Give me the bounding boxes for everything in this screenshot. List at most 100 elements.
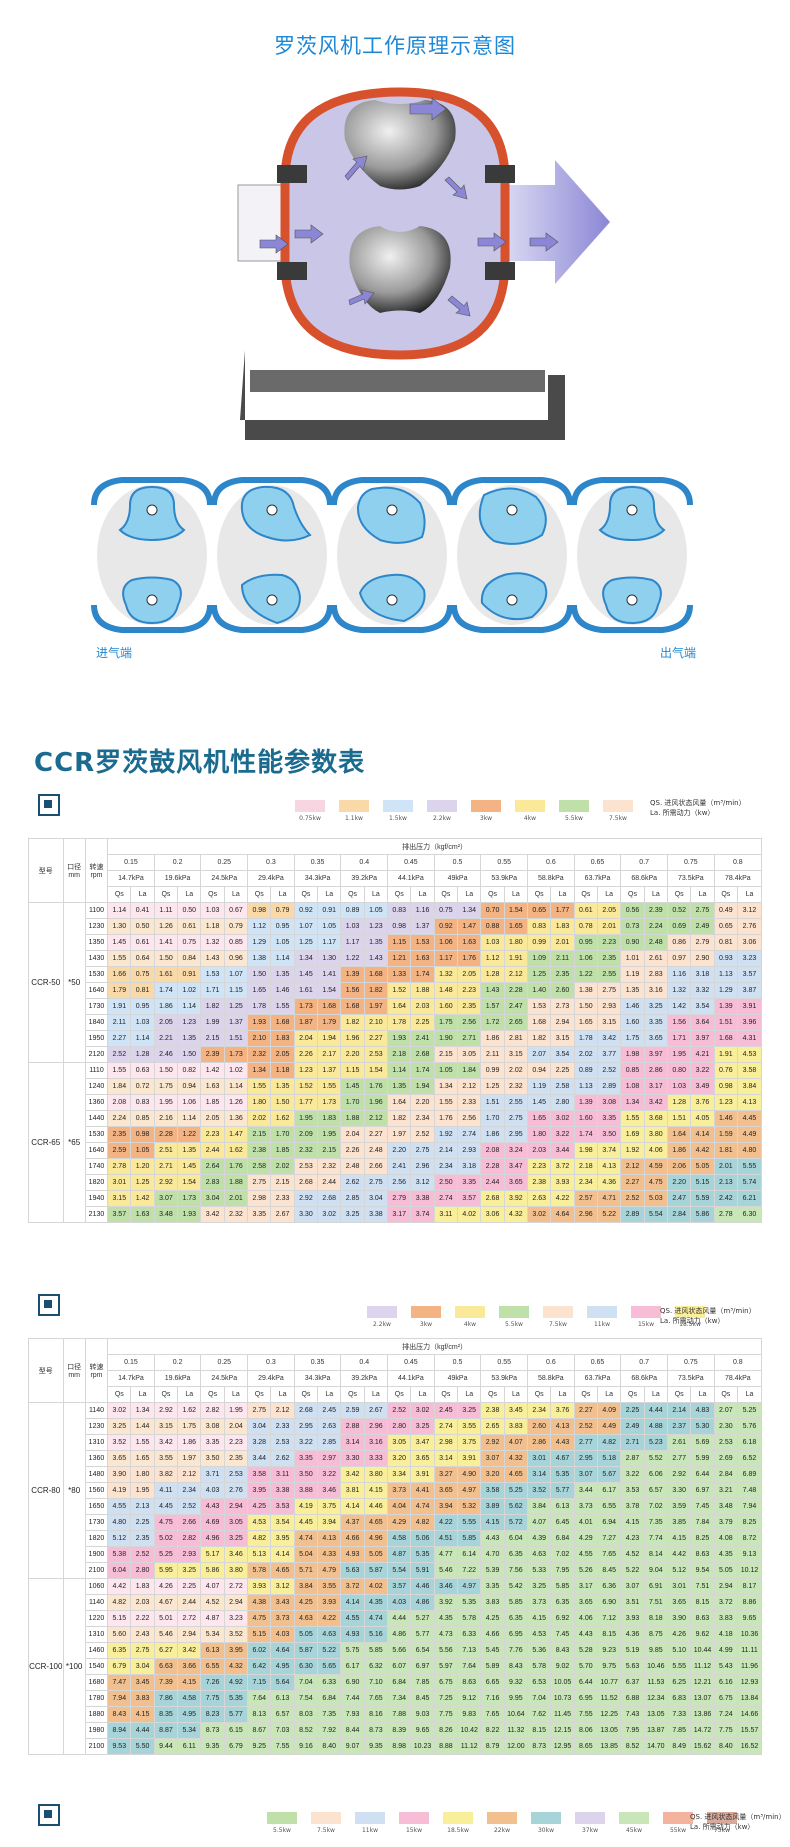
table-cell: 9.23 [597,1642,622,1659]
legend-label: 15kw [405,1827,423,1834]
table-cell: 2.24 [643,918,669,935]
legend-a-note-qs: QS. 进风状态风量（m³/min） [650,799,746,807]
table-cell: 3.20 [387,1450,412,1467]
table-cell: 3.74 [410,1206,435,1223]
table-cell: 4.15 [527,1610,552,1627]
table-cell: 3.50 [597,1126,622,1143]
legend-swatch [587,1306,617,1318]
table-cell: 0.90 [620,934,645,951]
table-cell: 4.58 [177,1690,202,1707]
legend-label: 4kw [463,1321,477,1328]
legend-item: 4kw [448,1306,492,1328]
table-cell: 4.38 [247,1594,272,1611]
table-cell: 1.50 [573,998,599,1015]
table-cell: 2.52 [410,1126,435,1143]
table-cell: 4.75 [153,1514,179,1531]
table-cell: 13.85 [597,1738,622,1755]
table-cell: 1.25 [130,1174,155,1191]
table-cell: 6.55 [200,1658,225,1675]
table-cell: 1.87 [293,1014,319,1031]
table-cell: 2.20 [666,1174,692,1191]
table-cell: 2.15 [433,1046,459,1063]
table-cell: 2.58 [550,1078,575,1095]
table-cell: 7.55 [270,1738,295,1755]
table-cell: 3.95 [270,1530,295,1547]
legend-swatch [707,1812,737,1824]
legend-item: 37kw [568,1812,612,1834]
table-cell: 9.12 [457,1690,482,1707]
legend-swatch [383,800,413,812]
table-cell: 2.14 [666,1402,692,1419]
table-cell: 2.30 [713,1418,738,1435]
table-cell: 4.32 [223,1658,249,1675]
table-cell: 10.12 [736,1562,763,1579]
table-cell: 2.12 [363,1110,389,1127]
table-cell: 3.02 [527,1206,552,1223]
table-cell: 4.04 [387,1498,412,1515]
table-cell: 9.53 [107,1738,132,1755]
table-cell: 3.15 [503,1046,529,1063]
table-cell: 5.30 [690,1418,715,1435]
table-cell: 6.35 [503,1546,529,1563]
table-cell: 1.77 [293,1094,319,1111]
table-cell: 2.87 [620,1450,645,1467]
legend-swatch [515,800,545,812]
table-cell: 1.54 [363,1062,389,1079]
header-la: La [550,1386,575,1403]
table-cell: 4.79 [317,1562,342,1579]
legend-a-note: QS. 进风状态风量（m³/min） La. 所需动力（kw） [650,798,746,818]
legend-item: 3kw [404,1306,448,1328]
table-cell: 2.07 [713,1402,738,1419]
table-cell: 4.63 [317,1626,342,1643]
pressure-value: 0.45 [387,1354,435,1371]
table-cell: 3.55 [457,1418,482,1435]
table-cell: 3.83 [480,1594,505,1611]
table-cell: 5.27 [410,1610,435,1627]
table-cell: 3.18 [457,1158,482,1175]
table-cell: 5.76 [736,1418,763,1435]
table-cell: 2.96 [410,1158,435,1175]
table-cell: 3.91 [736,998,763,1015]
table-cell: 3.05 [457,1046,482,1063]
table-cell: 0.85 [223,934,249,951]
table-cell: 1.94 [410,1078,435,1095]
rpm-value: 1060 [84,1578,109,1595]
table-cell: 3.71 [200,1466,225,1483]
table-row: 1820 5.12 2.35 5.02 2.82 4.96 3.25 4.82 3.95 4.74… [29,1530,763,1547]
table-cell: 5.85 [550,1578,575,1595]
table-cell: 3.94 [433,1498,459,1515]
corner-icon-a [38,794,60,816]
header-qs: Qs [713,1386,738,1403]
table-cell: 1.86 [480,1030,505,1047]
table-cell: 2.35 [550,966,575,983]
table-cell: 1.68 [713,1030,738,1047]
table-cell: 4.53 [527,1626,552,1643]
table-cell: 7.39 [153,1674,179,1691]
table-cell: 2.85 [340,1190,365,1207]
table-cell: 4.06 [573,1610,599,1627]
table-cell: 1.14 [177,1110,202,1127]
table-cell: 1.41 [153,934,179,951]
table-cell: 5.78 [247,1562,272,1579]
table-cell: 1.75 [620,1030,645,1047]
table-cell: 1.76 [223,1158,249,1175]
rpm-value: 1820 [84,1530,109,1547]
table-cell: 3.44 [550,1142,575,1159]
table-cell: 2.75 [247,1402,272,1419]
table-cell: 1.55 [620,1110,645,1127]
table-cell: 8.25 [736,1514,763,1531]
header-bore-label: 口径 [67,1364,82,1371]
legend-item: 30kw [524,1812,568,1834]
table-cell: 1.26 [223,1094,249,1111]
table-cell: 6.11 [177,1738,202,1755]
table-cell: 5.70 [573,1658,599,1675]
table-cell: 1.34 [620,1094,645,1111]
table-cell: 1.05 [433,1062,459,1079]
table-cell: 1.28 [480,966,505,983]
table-cell: 4.42 [107,1578,132,1595]
table-cell: 6.63 [153,1658,179,1675]
legend-label: 55kw [669,1827,687,1834]
table-row: CCR-100 *100 1060 4.42 1.83 4.26 2.25 4.07 2.72 3… [28,1578,763,1755]
table-cell: 1.56 [666,1014,692,1031]
table-cell: 8.15 [527,1722,552,1739]
